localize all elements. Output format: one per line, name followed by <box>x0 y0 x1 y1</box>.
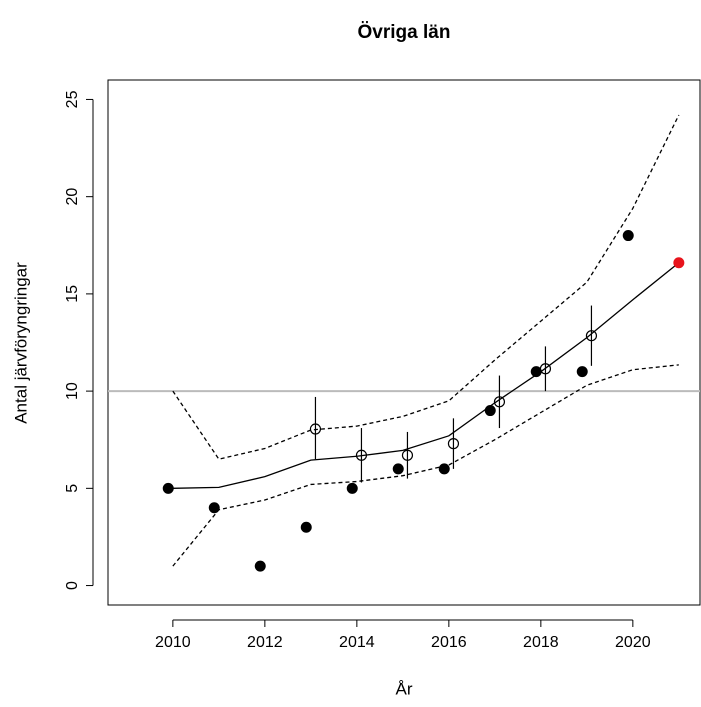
estimate-point <box>355 449 368 461</box>
chart-title: Övriga län <box>358 22 451 43</box>
x-tick-label: 2020 <box>615 634 651 651</box>
estimate-point <box>585 330 598 342</box>
y-tick-label: 5 <box>64 484 81 493</box>
point <box>300 521 312 533</box>
plot-frame <box>107 79 701 606</box>
x-tick-label: 2016 <box>431 634 467 651</box>
point <box>254 560 266 572</box>
estimate-point <box>493 396 506 408</box>
point <box>484 405 496 417</box>
line <box>172 364 679 567</box>
point <box>673 257 685 269</box>
point <box>530 366 542 378</box>
estimate-point <box>447 438 460 450</box>
y-tick-label: 20 <box>64 188 81 206</box>
estimate-point <box>401 449 414 461</box>
line <box>172 114 680 460</box>
point <box>392 463 404 475</box>
estimate-point <box>309 423 322 435</box>
y-tick-label: 25 <box>64 90 81 108</box>
x-tick-label: 2012 <box>247 634 283 651</box>
x-tick-label: 2010 <box>155 634 191 651</box>
y-tick-label: 10 <box>64 382 81 400</box>
point <box>576 366 588 378</box>
point <box>622 230 634 242</box>
y-axis-label: Antal järvföryngringar <box>11 262 30 424</box>
line <box>172 262 680 489</box>
x-axis-label: År <box>396 679 413 698</box>
point <box>208 502 220 514</box>
y-tick-label: 0 <box>64 581 81 590</box>
y-tick-label: 15 <box>64 285 81 303</box>
estimate-point <box>539 363 552 375</box>
x-tick-label: 2014 <box>339 634 375 651</box>
point <box>162 482 174 494</box>
x-tick-label: 2018 <box>523 634 559 651</box>
point <box>346 482 358 494</box>
point <box>438 463 450 475</box>
